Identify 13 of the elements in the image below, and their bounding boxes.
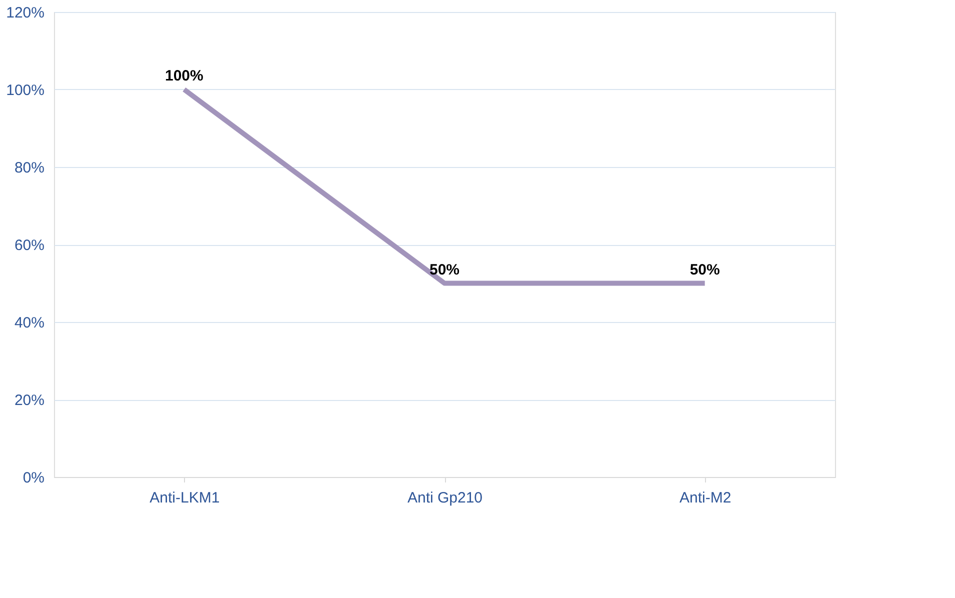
data-label: 50% (429, 261, 460, 278)
y-tick-label: 80% (14, 160, 44, 176)
y-tick-label: 0% (22, 470, 44, 486)
x-tick-label: Anti Gp210 (407, 490, 483, 506)
y-tick-label: 120% (6, 4, 44, 22)
y-tick-label: 60% (14, 237, 44, 254)
y-tick-label: 20% (14, 392, 44, 409)
data-label: 100% (164, 68, 204, 84)
data-label: 50% (690, 261, 720, 278)
y-tick-label: 40% (14, 314, 44, 332)
y-tick-label: 100% (6, 82, 44, 99)
x-tick-label: Anti-LKM1 (150, 490, 220, 506)
x-tick-label: Anti-M2 (679, 490, 732, 506)
